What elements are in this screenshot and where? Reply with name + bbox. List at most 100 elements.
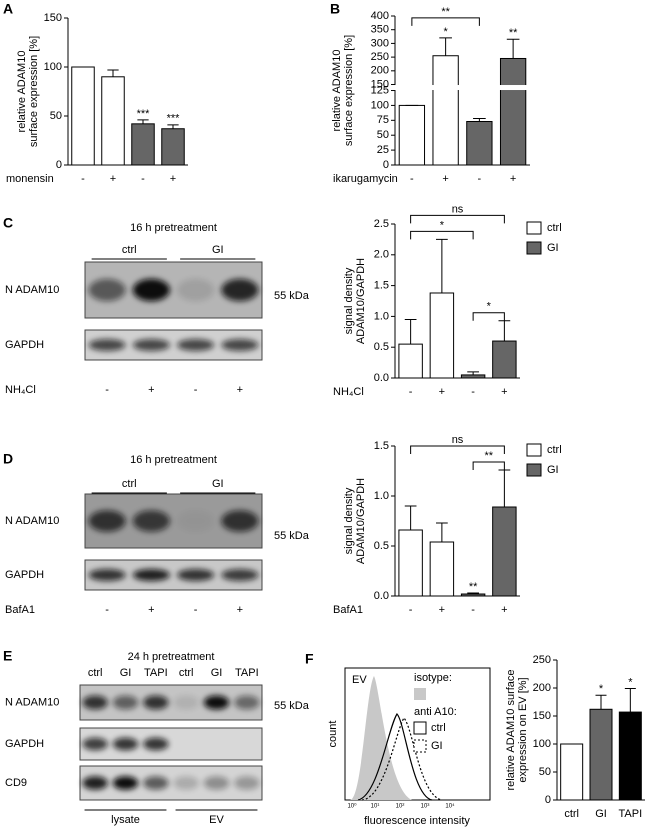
y-axis-label: surface expression [%] [343,35,355,146]
legend-label: anti A10: [414,706,457,718]
y-tick-label: 100 [44,61,62,73]
significance-label: * [440,219,445,231]
y-tick-label: 0 [56,159,62,171]
group-label: lysate [111,814,140,826]
panel-letter: F [305,651,314,667]
y-axis-label: ADAM10/GAPDH [355,258,367,344]
blot-row-label: GAPDH [5,339,44,351]
significance-label: *** [167,113,181,125]
legend-swatch [526,221,542,235]
legend-label: ctrl [547,444,562,456]
y-axis-label: relative ADAM10 [16,51,28,133]
y-tick-label: 2.5 [374,218,389,230]
legend-label: isotype: [414,672,452,684]
significance-bracket [410,445,505,454]
lane-label: - [194,384,198,396]
treatment-label: BafA1 [333,604,363,616]
x-tick-label: GI [595,808,607,820]
blot-row-label: N ADAM10 [5,284,59,296]
y-tick-label: 300 [371,37,389,49]
y-tick-label: 1.0 [374,310,389,322]
x-tick-label: - [409,386,413,398]
bar [460,593,486,597]
y-axis-label: surface expression [%] [28,36,40,147]
error-bar [595,694,607,710]
bar [161,128,185,166]
x-tick-label: + [501,386,507,398]
y-tick-label: 0.5 [374,341,389,353]
blot-band [132,278,170,302]
x-tick-label: 10⁰ [347,803,357,810]
blot-band [143,737,169,751]
legend-label: ctrl [547,222,562,234]
treatment-label: ikarugamycin [333,173,398,185]
bar [101,76,125,166]
ctrl-curve [357,713,433,801]
panel-letter: E [3,648,12,664]
y-tick-label: 0 [545,794,551,806]
treatment-label: monensin [6,173,54,185]
y-tick-label: 50 [377,129,389,141]
bar [398,343,423,379]
significance-bracket [410,230,474,240]
group-label: GI [212,244,224,256]
x-tick-label: - [478,173,482,185]
significance-label: ** [469,581,478,593]
y-tick-label: 200 [371,65,389,77]
legend-label: GI [547,464,559,476]
bar [460,374,486,379]
significance-label: * [599,683,604,695]
x-tick-label: 10³ [421,804,430,810]
blot-row-label: N ADAM10 [5,696,59,708]
treatment-label: NH₄Cl [5,384,36,396]
x-tick-label: TAPI [619,808,643,820]
panel-letter: C [3,215,13,231]
blot-band [143,776,169,790]
error-bar [467,371,479,375]
blot-band [88,278,126,302]
blot-band [177,339,215,351]
significance-label: * [628,676,633,688]
lane-label: - [105,384,109,396]
y-tick-label: 250 [533,654,551,666]
blot-band [112,776,139,790]
significance-label: ** [441,6,450,18]
lane-label: GI [120,667,132,679]
lane-label: GI [211,667,223,679]
blot-band [132,339,170,351]
y-tick-label: 0.0 [374,372,389,384]
blot-band [177,510,215,532]
x-tick-label: + [442,173,448,185]
x-tick-label: 10² [396,804,405,810]
y-tick-label: 2.0 [374,249,389,261]
legend-swatch [414,688,426,700]
x-tick-label: + [439,604,445,616]
y-axis-label: expression on EV [%] [517,677,529,782]
y-tick-label: 350 [371,24,389,36]
group-label: EV [209,814,224,826]
blot-membrane [79,727,263,761]
legend-swatch [413,739,427,753]
blot-band [132,510,170,532]
error-bar [439,37,452,56]
blot-row-label: CD9 [5,777,27,789]
blot-membrane [79,765,263,801]
bar-chart: 0 50 100 150 relative ADAM10 surface expressi… [6,12,188,185]
x-tick-label: - [471,386,475,398]
blot-band [177,278,215,302]
blot-band [221,569,259,581]
blot-band [132,569,170,581]
blot-title: 24 h pretreatment [128,651,215,663]
blot-band [221,339,259,351]
y-tick-label: 1.5 [374,280,389,292]
blot-band [88,569,126,581]
lane-label: + [237,604,243,616]
legend-swatch [526,463,542,477]
blot-strip [84,493,263,549]
lane-label: + [237,384,243,396]
y-tick-label: 100 [371,99,389,111]
significance-label: ** [509,27,518,39]
blot-strip [84,559,263,591]
